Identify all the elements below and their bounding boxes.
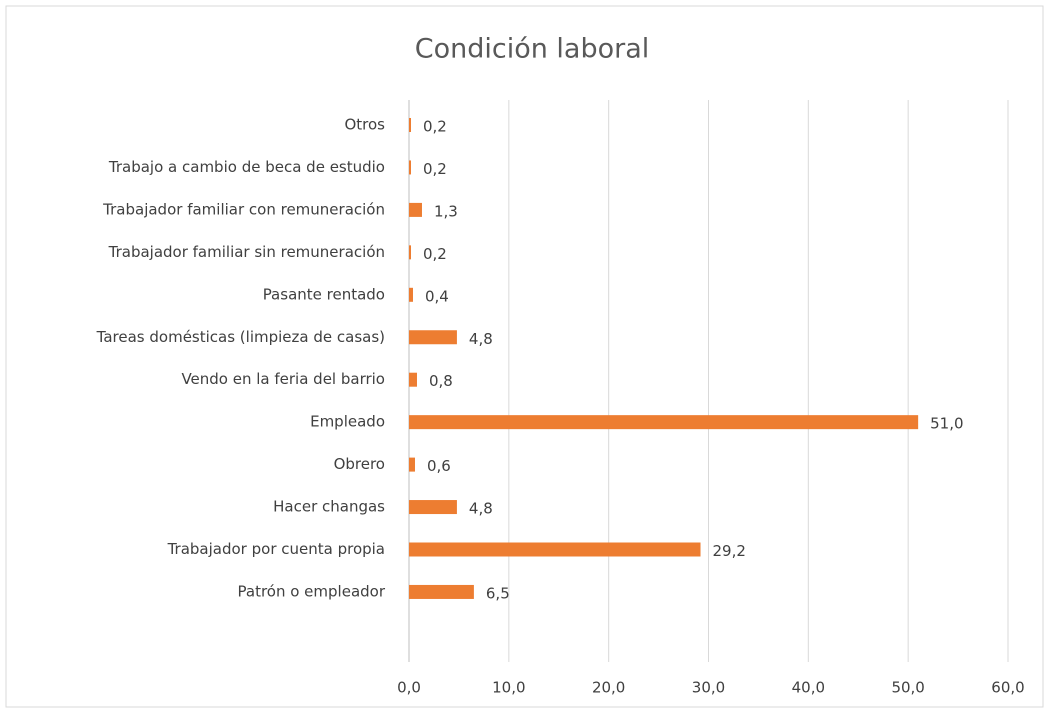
y-tick-label: Otros	[344, 116, 385, 134]
chart-border	[5, 5, 1044, 708]
x-tick-label: 20,0	[592, 679, 625, 697]
y-tick-label: Pasante rentado	[263, 285, 385, 303]
bar	[409, 160, 411, 175]
bar	[409, 457, 415, 472]
y-tick-label: Patrón o empleador	[238, 582, 386, 600]
bar	[409, 287, 413, 302]
bar	[409, 584, 474, 599]
y-tick-label: Empleado	[310, 413, 385, 431]
x-tick-label: 60,0	[991, 679, 1024, 697]
x-tick-label: 0,0	[397, 679, 421, 697]
x-tick-label: 30,0	[692, 679, 725, 697]
data-label: 0,6	[427, 457, 451, 475]
bar	[409, 202, 422, 217]
data-label: 4,8	[469, 330, 493, 348]
data-label: 1,3	[434, 202, 458, 220]
bar	[409, 330, 457, 345]
x-tick-label: 40,0	[792, 679, 825, 697]
x-tick-label: 50,0	[891, 679, 924, 697]
bar	[409, 118, 411, 132]
bar	[409, 542, 701, 557]
bar	[409, 245, 411, 260]
data-label: 29,2	[713, 542, 746, 560]
y-tick-label: Vendo en la feria del barrio	[181, 370, 385, 388]
data-label: 0,2	[423, 160, 447, 178]
data-label: 51,0	[930, 415, 963, 433]
y-tick-label: Trabajador familiar con remuneración	[102, 200, 385, 218]
y-tick-label: Tareas domésticas (limpieza de casas)	[96, 328, 385, 346]
bar	[409, 415, 919, 430]
x-tick-label: 10,0	[492, 679, 525, 697]
y-tick-label: Trabajador familiar sin remuneración	[108, 243, 385, 261]
bar	[409, 372, 417, 387]
y-tick-label: Hacer changas	[273, 498, 385, 516]
data-label: 0,4	[425, 287, 449, 305]
chart-title: Condición laboral	[415, 34, 650, 65]
y-tick-label: Obrero	[334, 455, 385, 473]
y-tick-label: Trabajador por cuenta propia	[167, 540, 385, 558]
bar	[409, 500, 457, 515]
data-label: 4,8	[469, 500, 493, 518]
data-label: 0,2	[423, 118, 447, 136]
data-label: 6,5	[486, 584, 510, 602]
y-tick-label: Trabajo a cambio de beca de estudio	[108, 158, 385, 176]
data-label: 0,8	[429, 372, 453, 390]
data-label: 0,2	[423, 245, 447, 263]
